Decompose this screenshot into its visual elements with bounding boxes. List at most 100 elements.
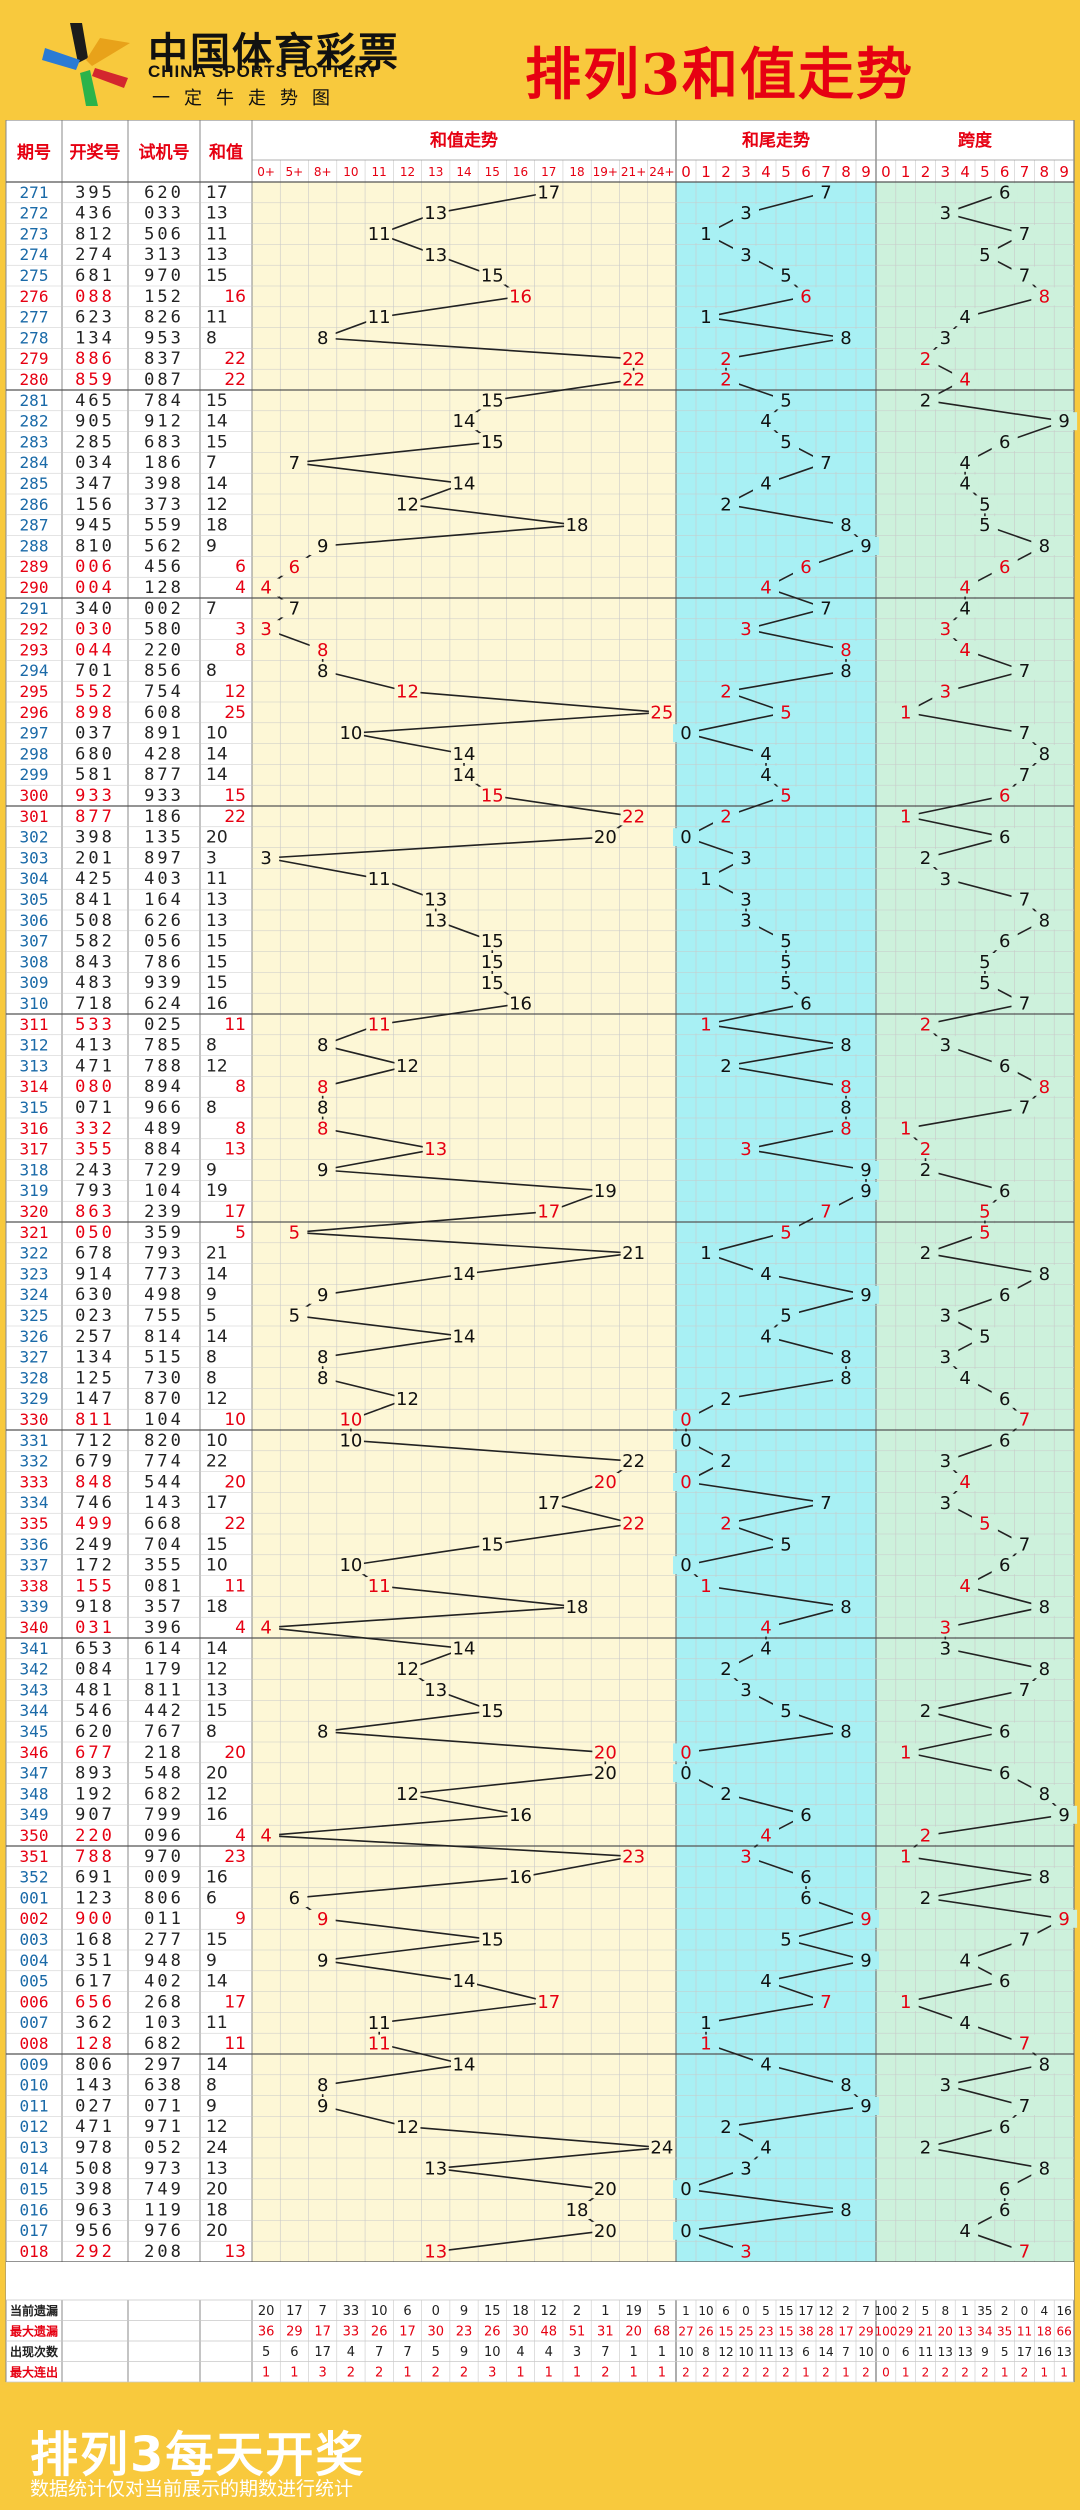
- tail-point: 8: [840, 1098, 851, 1119]
- draw-number-cell: 863: [75, 1202, 115, 1222]
- draw-number-cell: 848: [75, 1472, 115, 1492]
- tail-point-bg: [813, 453, 839, 472]
- draw-number-cell: 201: [75, 848, 115, 868]
- sum-cell: 20: [206, 828, 228, 848]
- sum-cell: 20: [206, 2221, 228, 2241]
- span-point: 6: [999, 2117, 1010, 2138]
- period-cell: 322: [20, 1244, 49, 1263]
- stats-tail-value: 15: [718, 2325, 733, 2339]
- period-cell: 307: [20, 932, 49, 951]
- span-point: 3: [940, 1493, 951, 1514]
- tail-point: 1: [700, 1576, 711, 1597]
- tail-point: 1: [700, 2013, 711, 2034]
- period-cell: 321: [20, 1223, 49, 1242]
- sum-point-bg: [309, 1951, 336, 1970]
- sum-cell: 15: [206, 932, 228, 952]
- draw-number-cell: 806: [75, 2055, 115, 2075]
- sum-point: 21: [622, 1243, 645, 1264]
- sum-point: 14: [453, 2054, 476, 2075]
- stats-sum-value: 17: [314, 2345, 331, 2360]
- sum-point-bg: [366, 2034, 393, 2053]
- span-column-label: 2: [921, 163, 931, 181]
- period-cell: 337: [20, 1556, 49, 1575]
- tail-point: 2: [720, 1056, 731, 1077]
- tail-column-label: 6: [801, 163, 811, 181]
- stats-tail-value: 15: [778, 2304, 793, 2318]
- span-point-bg: [932, 1493, 959, 1512]
- draw-number-cell: 681: [75, 266, 115, 286]
- draw-number-cell: 812: [75, 224, 115, 244]
- sum-cell: 12: [206, 1784, 228, 1804]
- tail-point: 9: [860, 2096, 871, 2117]
- sum-point: 9: [317, 1160, 328, 1181]
- stats-tail-value: 12: [718, 2345, 733, 2359]
- sum-point-bg: [592, 828, 619, 847]
- sum-point: 14: [453, 1326, 476, 1347]
- tail-point: 0: [680, 1742, 691, 1763]
- period-cell: 326: [20, 1327, 49, 1346]
- span-point-bg: [932, 1306, 959, 1325]
- span-point: 7: [1019, 1098, 1030, 1119]
- stats-tail-value: 28: [818, 2325, 833, 2339]
- stats-span-value: 13: [938, 2345, 953, 2359]
- draw-number-cell: 172: [75, 1556, 115, 1576]
- trial-number-cell: 544: [144, 1472, 184, 1492]
- period-cell: 011: [20, 2096, 49, 2115]
- sum-cell: 12: [206, 495, 228, 515]
- draw-number-cell: 746: [75, 1493, 115, 1513]
- period-cell: 274: [20, 245, 49, 264]
- span-point: 5: [979, 515, 990, 536]
- draw-number-cell: 050: [75, 1223, 115, 1243]
- sum-point-bg: [451, 474, 477, 493]
- tail-point: 4: [760, 1326, 771, 1347]
- span-column-label: 7: [1020, 163, 1030, 181]
- sum-point: 8: [317, 1722, 328, 1743]
- period-cell: 271: [20, 183, 49, 202]
- tail-point-bg: [833, 1597, 859, 1616]
- stats-span-value: 11: [1017, 2325, 1032, 2339]
- span-point-bg: [971, 1327, 998, 1346]
- span-point: 8: [1039, 1597, 1050, 1618]
- sum-cell: 16: [206, 1868, 228, 1888]
- tail-point-bg: [733, 620, 759, 639]
- span-point: 8: [1039, 1264, 1050, 1285]
- sum-cell: 22: [224, 349, 246, 369]
- draw-number-cell: 425: [75, 869, 115, 889]
- tail-point-bg: [773, 953, 799, 971]
- span-point-bg: [1011, 724, 1038, 743]
- sum-cell: 17: [206, 1493, 228, 1513]
- tail-point: 5: [780, 702, 791, 723]
- tail-point: 8: [840, 1077, 851, 1098]
- draw-number-cell: 886: [75, 349, 115, 369]
- sum-point-bg: [337, 1410, 364, 1429]
- draw-number-cell: 465: [75, 391, 115, 411]
- sum-cell: 11: [206, 869, 228, 889]
- span-point: 5: [979, 1222, 990, 1243]
- sum-column-label: 5+: [286, 165, 304, 179]
- stats-tail-value: 2: [782, 2366, 790, 2380]
- stats-tail-value: 2: [742, 2366, 750, 2380]
- tail-point: 7: [820, 1992, 831, 2013]
- span-column-label: 4: [960, 163, 970, 181]
- span-point: 6: [999, 931, 1010, 952]
- tail-point-bg: [713, 1389, 739, 1408]
- trial-number-cell: 268: [144, 1992, 184, 2012]
- stats-span-value: 13: [1056, 2345, 1071, 2359]
- tail-point: 9: [860, 536, 871, 557]
- header-trial: 试机号: [139, 142, 190, 163]
- span-point-bg: [991, 433, 1018, 451]
- draw-number-cell: 933: [75, 786, 115, 806]
- sum-point-bg: [479, 1701, 506, 1720]
- sum-cell: 24: [206, 2138, 228, 2158]
- stats-sum-value: 2: [347, 2366, 355, 2381]
- spacer-bg: [6, 2262, 1074, 2300]
- sum-point: 17: [537, 1992, 560, 2013]
- draw-number-cell: 125: [75, 1368, 115, 1388]
- sum-cell: 16: [206, 1805, 228, 1825]
- sum-cell: 14: [206, 765, 228, 785]
- sum-cell: 25: [224, 703, 246, 723]
- stats-span-value: 35: [977, 2304, 992, 2318]
- trial-number-cell: 056: [144, 932, 184, 952]
- tail-point-bg: [833, 1077, 859, 1096]
- draw-number-cell: 034: [75, 453, 115, 473]
